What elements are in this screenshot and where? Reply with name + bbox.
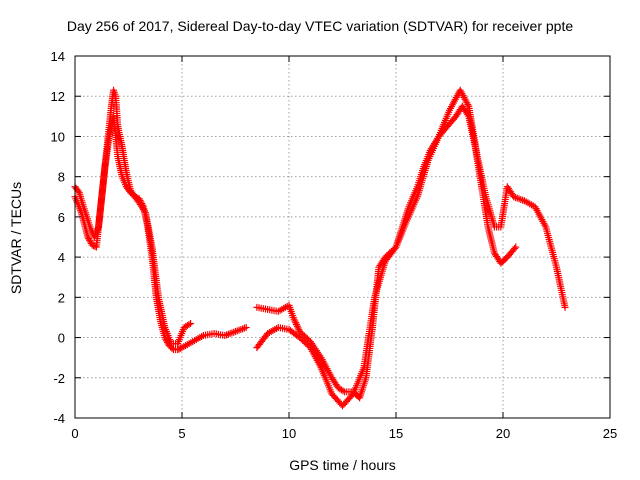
y-tick-label: 6 [58,210,65,225]
y-tick-label: 14 [51,49,65,64]
x-tick-label: 25 [603,426,617,441]
plot-frame [75,56,610,418]
y-axis-label: SDTVAR / TECUs [8,182,24,294]
x-tick-label: 0 [71,426,78,441]
y-tick-label: 2 [58,290,65,305]
y-tick-label: 0 [58,331,65,346]
x-tick-label: 10 [282,426,296,441]
y-tick-label: 4 [58,250,65,265]
y-tick-label: 12 [51,89,65,104]
y-tick-label: 10 [51,129,65,144]
x-axis-label: GPS time / hours [75,457,610,473]
y-tick-label: -2 [53,371,65,386]
x-tick-label: 20 [496,426,510,441]
series-track-3 [253,103,519,402]
y-tick-label: 8 [58,170,65,185]
x-tick-label: 15 [389,426,403,441]
x-tick-label: 5 [178,426,185,441]
data-points [72,87,569,410]
grid-layer [75,56,610,418]
y-tick-label: -4 [53,411,65,426]
series-track-4 [253,87,568,410]
chart-canvas: 0 5 10 15 20 25 -4 -2 0 2 4 6 8 10 12 14 [0,0,640,480]
